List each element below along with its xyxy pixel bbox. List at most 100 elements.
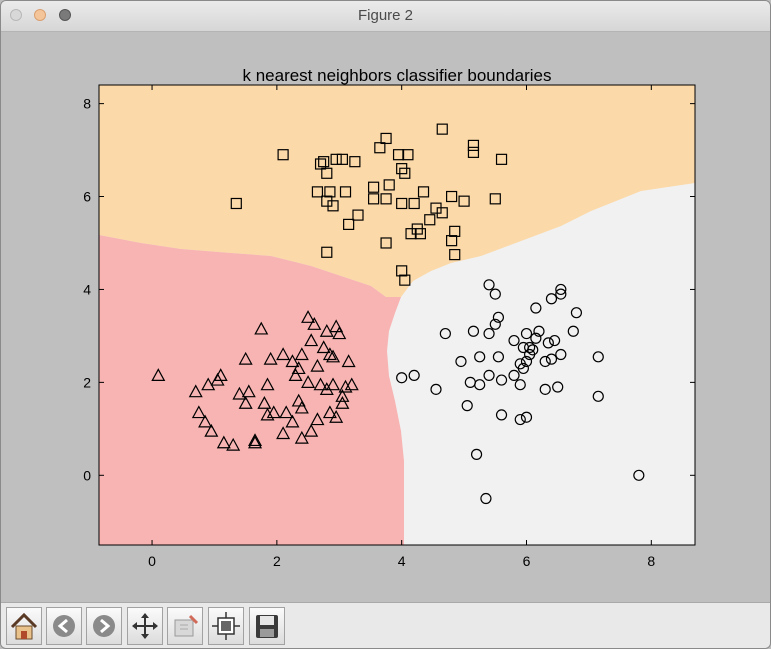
close-window-button[interactable] [10,9,22,21]
axes: 0 2 4 6 8 0 2 4 6 8 [83,85,695,569]
y-tick-label: 2 [83,374,91,390]
x-tick-label: 2 [273,553,281,569]
triangle-point [322,405,337,419]
triangle-point [191,405,206,419]
square-point [380,132,392,145]
decision-region-square [99,85,695,297]
triangle-point [204,423,219,437]
zoom-rect-icon [174,614,199,637]
square-point [399,274,411,286]
circle-point [592,351,604,363]
triangle-point [248,433,263,447]
triangle-point [294,430,309,444]
circle-point [396,372,408,384]
home-button[interactable] [6,607,42,645]
x-tick-label: 8 [647,553,655,569]
triangle-point [332,326,347,340]
back-button[interactable] [46,607,82,645]
circle-point [514,379,526,391]
square-point [449,225,461,237]
x-tick-label: 0 [148,553,156,569]
square-point [321,167,333,179]
x-tick-label: 4 [398,553,406,569]
triangle-point [310,412,325,426]
pan-button[interactable] [127,607,163,645]
data-points [151,123,645,505]
triangle-point [307,317,322,330]
circle-point [524,348,536,361]
y-tick-label: 4 [83,281,91,297]
triangle-point [151,368,166,382]
circle-point [474,379,486,391]
triangle-point [260,377,275,391]
circle-point [508,334,520,347]
triangle-point [216,435,231,449]
circle-point [633,469,645,481]
square-point [467,146,480,158]
x-tick-label: 6 [523,553,531,569]
triangle-point [319,324,334,337]
figure-canvas[interactable]: 0 2 4 6 8 0 2 4 6 8 k nearest neighbors classifie… [1,32,770,602]
square-point [436,207,448,219]
title-bar: Figure 2 [1,1,770,32]
circle-point [539,383,551,395]
circle-point [555,288,567,300]
square-point [380,193,392,205]
square-point [321,246,333,258]
triangle-point [341,354,356,368]
triangle-point [248,435,263,449]
square-point [367,193,380,205]
square-point [399,167,411,179]
circle-point [520,355,533,368]
circle-point [530,302,542,314]
forward-button[interactable] [86,607,122,645]
save-button[interactable] [249,607,285,645]
square-point [367,181,380,193]
subplots-icon [212,612,240,640]
triangle-point [238,396,253,409]
back-arrow-icon [53,615,75,637]
zoom-button[interactable] [167,607,203,645]
triangle-point [304,423,319,437]
triangle-point [329,409,344,423]
circle-point [542,337,554,349]
triangle-point [322,347,337,361]
triangle-point [313,377,328,391]
triangle-point [294,347,309,361]
square-point [380,237,392,249]
circle-point [495,374,508,386]
triangle-point [344,377,359,391]
square-point [314,158,327,170]
zoom-window-button[interactable] [59,9,71,21]
circle-point [517,362,529,375]
circle-point [470,448,483,460]
square-point [352,209,364,221]
triangle-point [288,368,303,382]
square-point [230,197,242,210]
square-point [424,214,436,226]
circle-point [483,279,495,291]
circle-point [430,383,442,395]
forward-arrow-icon [93,615,115,637]
square-point [408,197,420,210]
move-arrows-icon [132,613,158,639]
circle-point [555,348,567,361]
square-point [343,218,355,230]
square-point [327,200,339,212]
subplots-button[interactable] [208,607,244,645]
triangle-point [310,358,325,372]
circle-point [461,400,473,412]
square-point [405,228,417,240]
triangle-point [338,379,353,393]
y-tick-label: 8 [83,96,91,112]
y-tick-label: 6 [83,189,91,205]
triangle-point [263,351,278,365]
square-point [458,195,470,207]
triangle-point [276,347,291,361]
circle-point [514,413,526,426]
triangle-point [301,375,316,388]
square-point [495,153,508,165]
circle-point [455,355,467,368]
minimize-window-button[interactable] [34,9,46,21]
circle-point [467,325,480,337]
